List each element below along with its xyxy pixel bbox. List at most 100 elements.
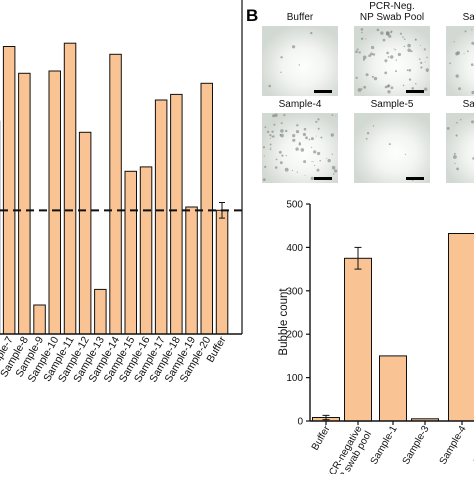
bubble-dot: [355, 50, 358, 53]
bubble-dot: [304, 128, 307, 131]
bubble-dot: [326, 158, 327, 159]
scale-bar: [406, 177, 424, 180]
bubble-dot: [402, 36, 404, 38]
bar: [140, 167, 152, 334]
bubble-dot: [309, 139, 311, 141]
bubble-dot: [283, 114, 285, 116]
bubble-dot: [320, 137, 322, 139]
scale-bar: [314, 177, 332, 180]
x-tick-label: Buffer: [310, 423, 333, 452]
micrograph-image: [262, 113, 338, 183]
bubble-dot: [281, 155, 283, 157]
bubble-dot: [315, 121, 317, 123]
x-tick-label: Sample-3: [401, 424, 432, 467]
bubble-dot: [395, 70, 397, 72]
bubble-dot: [456, 134, 458, 136]
bubble-dot: [273, 124, 275, 126]
bubble-dot: [299, 143, 302, 146]
bubble-dot: [272, 114, 275, 117]
panel-b-bars: [313, 234, 474, 422]
bubble-dot: [285, 130, 287, 132]
bar: [171, 94, 183, 334]
bar: [449, 234, 474, 422]
bubble-dot: [292, 45, 295, 48]
bubble-dot: [270, 138, 271, 139]
bubble-dot: [407, 49, 411, 53]
bubble-dot: [295, 147, 298, 150]
x-tick-label: Sample-1: [369, 424, 400, 467]
bubble-dot: [305, 175, 306, 176]
bubble-dot: [318, 128, 320, 130]
bubble-dot: [458, 87, 461, 90]
bubble-dot: [264, 155, 265, 156]
bubble-dot: [269, 134, 271, 136]
bubble-dot: [359, 51, 361, 53]
bubble-dot: [386, 31, 390, 35]
bubble-dot: [387, 90, 390, 93]
x-tick-label-line: Sample-4: [438, 424, 469, 467]
bubble-dot: [390, 31, 392, 33]
bubble-dot: [384, 59, 387, 62]
y-tick-label: 100: [286, 373, 303, 384]
bubble-dot: [390, 55, 393, 58]
bubble-dot: [317, 169, 320, 172]
bubble-dot: [420, 62, 422, 64]
bubble-dot: [328, 159, 331, 162]
bar: [125, 171, 137, 334]
bubble-dot: [267, 131, 269, 133]
bubble-dot: [311, 137, 314, 140]
x-tick-label: Sample-4: [438, 424, 469, 467]
bubble-dot: [411, 87, 414, 90]
bubble-dot: [366, 73, 369, 76]
bubble-dot: [454, 41, 455, 42]
bubble-dot: [400, 33, 402, 35]
bubble-dot: [456, 168, 459, 171]
bubble-dot: [332, 166, 336, 170]
y-tick-label: 400: [286, 243, 303, 254]
bubble-dot: [388, 56, 390, 58]
micrograph-image: [446, 26, 474, 96]
micrograph-label: NP Swab Pool: [360, 12, 424, 23]
scale-bar: [406, 90, 424, 93]
bubble-dot: [303, 160, 306, 163]
bubble-dot: [292, 139, 295, 142]
bubble-dot: [332, 154, 333, 155]
bubble-dot: [280, 72, 281, 73]
bubble-dot: [297, 172, 298, 173]
panel-a-tick-labels: Sample-6Sample-7Sample-8Sample-9Sample-1…: [0, 334, 229, 384]
bubble-dot: [370, 53, 373, 56]
bubble-dot: [465, 30, 467, 32]
panel-b-y-axis-label: Bubble count: [278, 288, 290, 356]
y-tick-label: 0: [297, 417, 303, 428]
bubble-dot: [415, 39, 417, 41]
bubble-dot: [335, 115, 336, 116]
bubble-dot: [426, 57, 428, 59]
bubble-dot: [317, 118, 319, 120]
bar: [3, 47, 15, 335]
bar: [345, 258, 372, 421]
bubble-dot: [425, 62, 426, 63]
bubble-dot: [361, 38, 363, 40]
bubble-dot: [396, 60, 397, 61]
bubble-dot: [374, 77, 377, 80]
bubble-dot: [285, 168, 289, 172]
bubble-dot: [471, 63, 474, 66]
scale-bar: [314, 90, 332, 93]
bubble-dot: [280, 56, 282, 58]
bubble-dot: [395, 49, 396, 50]
bubble-dot: [314, 165, 315, 166]
bubble-dot: [453, 155, 457, 159]
y-tick-label: 500: [286, 200, 303, 211]
bubble-dot: [361, 32, 363, 34]
bubble-dot: [386, 52, 389, 55]
bubble-dot: [276, 159, 278, 161]
bubble-dot: [331, 133, 334, 136]
bubble-dot: [415, 83, 416, 84]
bubble-dot: [280, 161, 283, 164]
bubble-dot: [303, 133, 306, 136]
bar: [95, 289, 107, 334]
bubble-dot: [366, 138, 368, 140]
